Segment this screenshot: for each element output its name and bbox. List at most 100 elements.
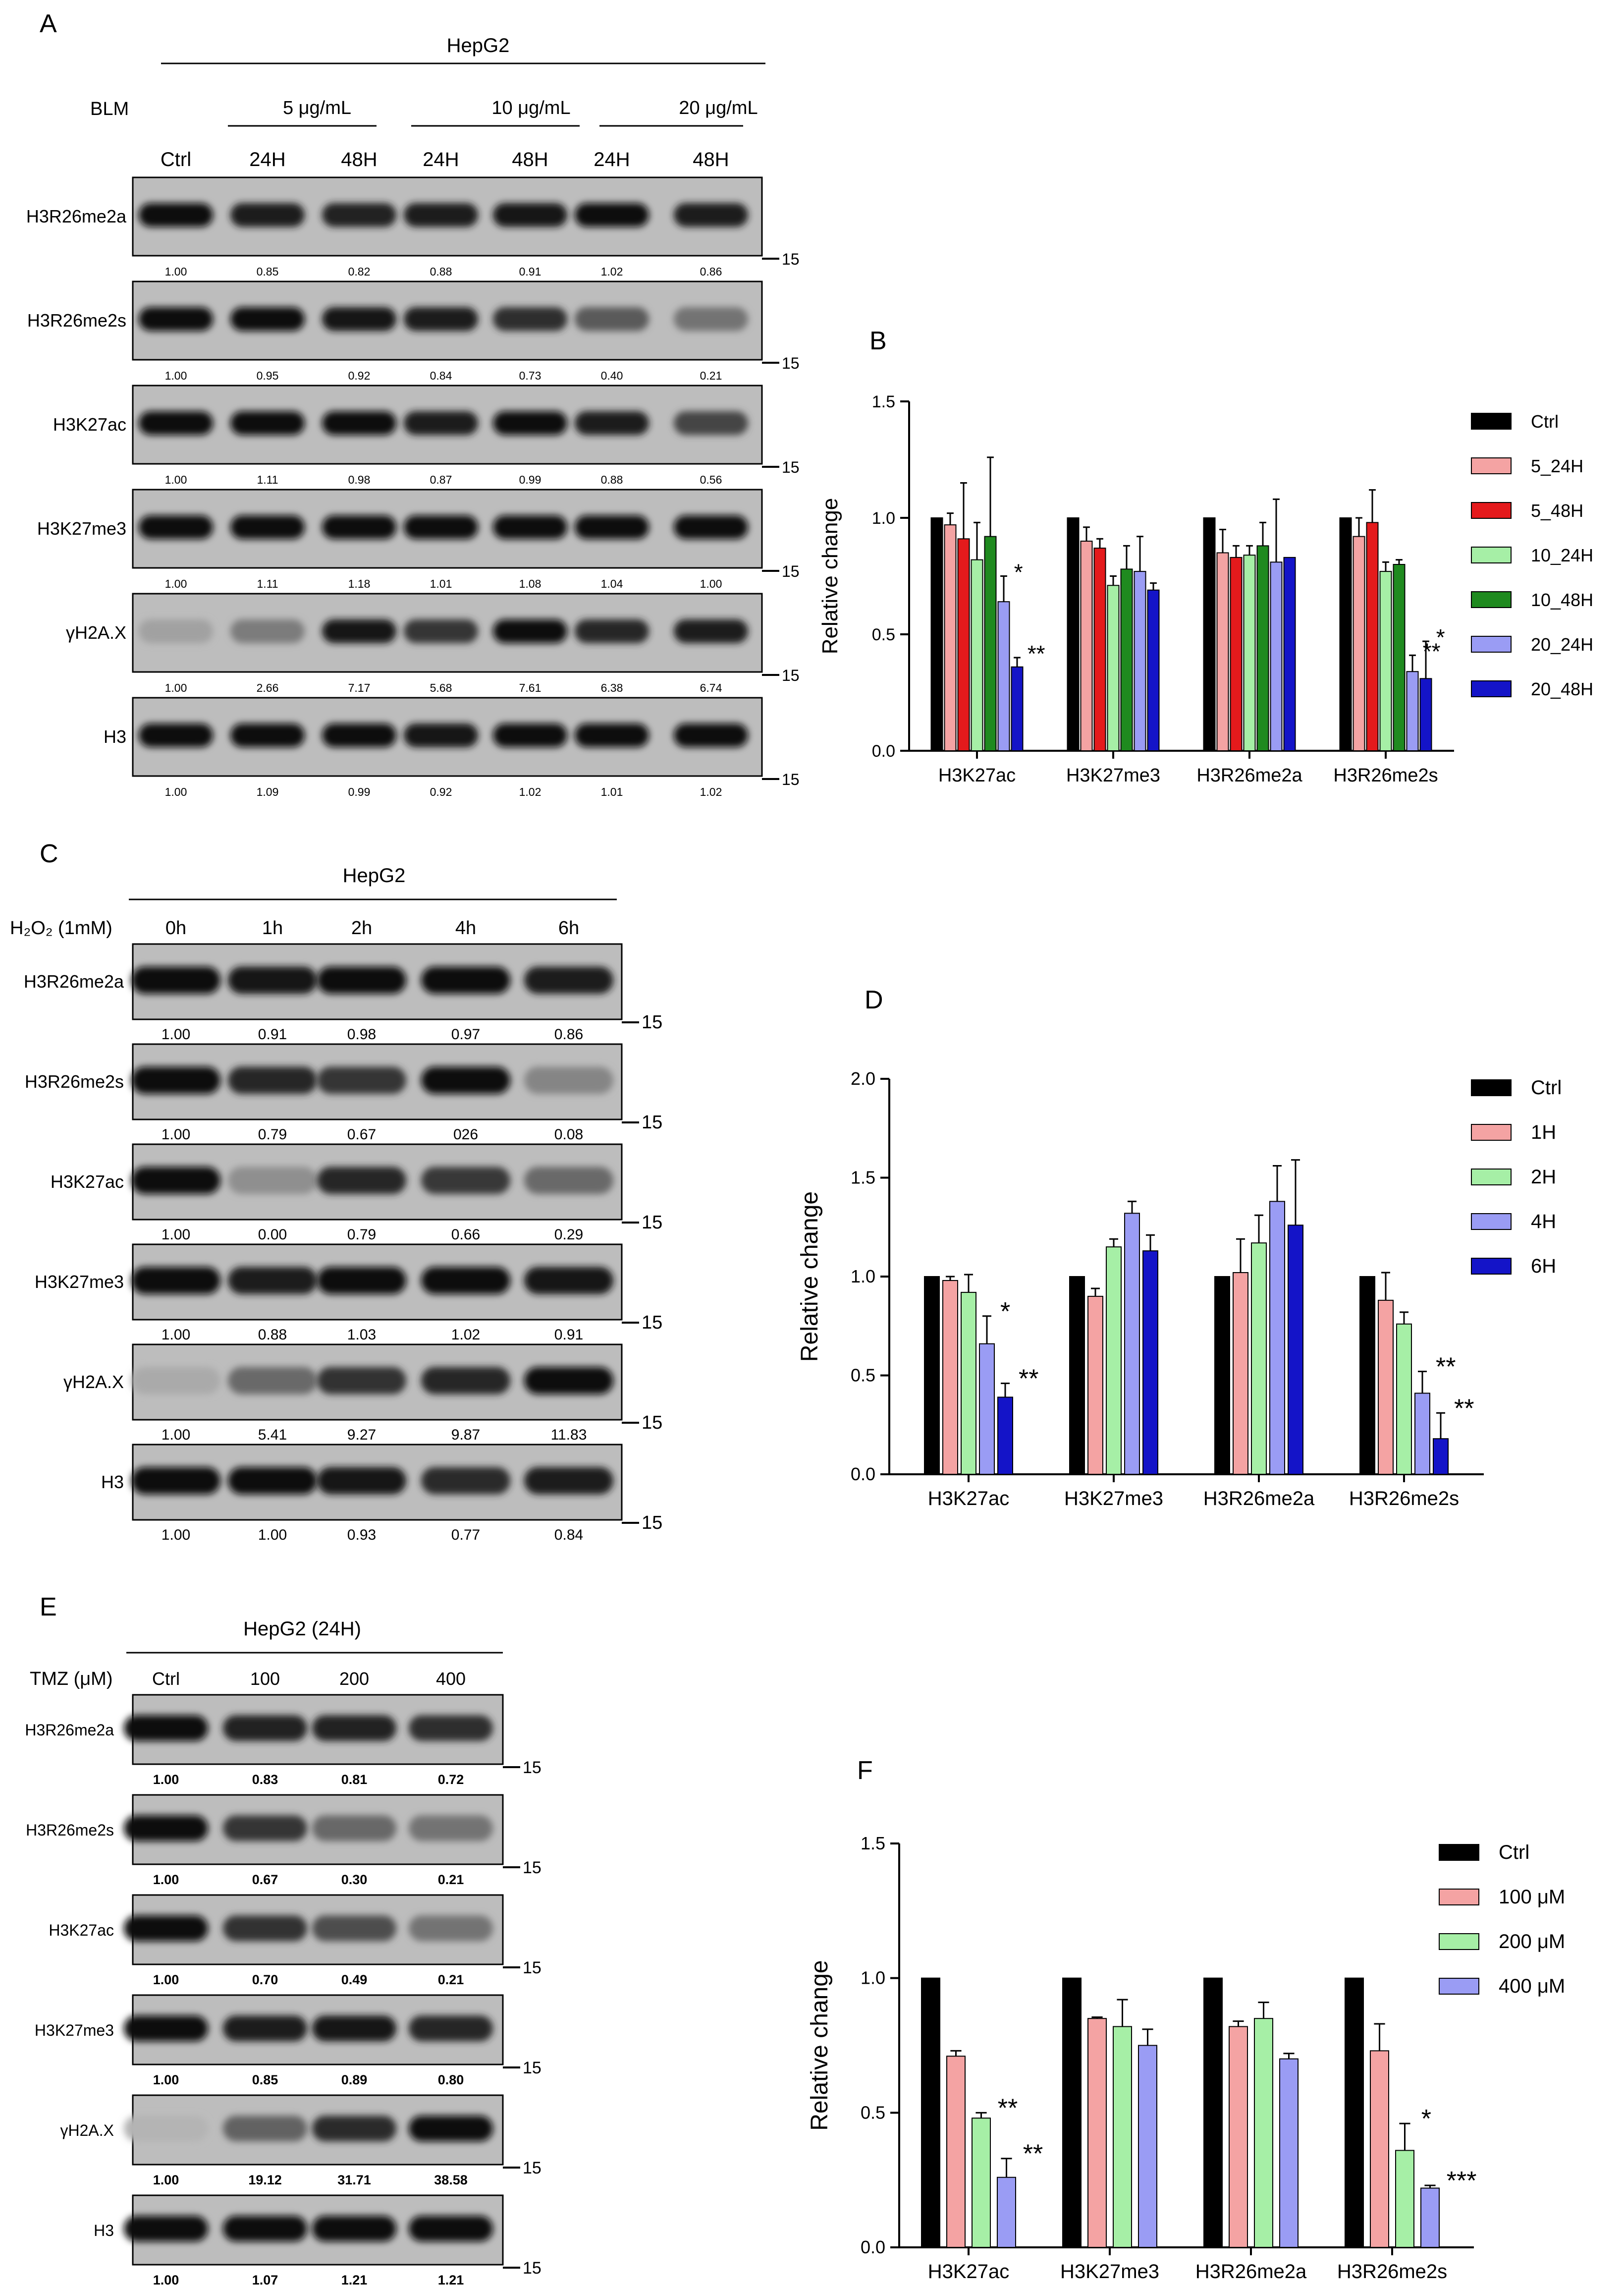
- band-quantification: 0.67: [252, 1872, 278, 1887]
- legend-swatch: [1471, 457, 1512, 474]
- bar-400-μM-H3K27me3: [1138, 2045, 1157, 2248]
- bar-1H-H3K27ac: [942, 1280, 958, 1475]
- mw-marker-label: 15: [523, 2259, 541, 2278]
- legend-label: 400 μM: [1499, 1975, 1565, 1997]
- significance-marker: **: [1436, 1353, 1456, 1382]
- band-quantification: 0.08: [554, 1126, 583, 1143]
- x-tick-label: H3K27me3: [1064, 1488, 1163, 1509]
- band-quantification: 1.02: [451, 1327, 480, 1343]
- blot-bands: [124, 2015, 493, 2042]
- lane-label: 400: [436, 1669, 466, 1689]
- band-quantification: 0.99: [519, 473, 541, 486]
- significance-marker: **: [1019, 1364, 1038, 1393]
- blot-band: [223, 1715, 307, 1741]
- y-tick-label: 1.5: [851, 1168, 875, 1188]
- legend-label: 1H: [1531, 1121, 1556, 1143]
- dose-group-label: 20 μg/mL: [679, 98, 758, 118]
- blot-band: [131, 966, 220, 994]
- band-quantification: 1.21: [341, 2273, 368, 2286]
- blot-name: H3K27ac: [51, 1171, 124, 1192]
- band-quantification: 1.00: [162, 1427, 190, 1443]
- blot-band: [230, 619, 305, 643]
- legend-label: Ctrl: [1531, 1077, 1562, 1099]
- blot-band: [322, 203, 396, 227]
- legend-label: 6H: [1531, 1255, 1556, 1277]
- blot-bands: [139, 515, 748, 539]
- blot-band: [124, 1815, 208, 1841]
- band-quantification: 0.21: [438, 1872, 464, 1887]
- y-tick-label: 2.0: [851, 1068, 875, 1089]
- panel-label: D: [865, 986, 883, 1014]
- band-quantification: 1.00: [153, 2173, 179, 2187]
- bar-Ctrl-H3K27me3: [1062, 1977, 1082, 2248]
- bar-5_24H-H3R26me2s: [1353, 536, 1365, 751]
- blot-band: [524, 1167, 613, 1194]
- y-tick-label: 0.5: [861, 2102, 885, 2122]
- blot-row: H3 1.00 1.00 0.93 0.77 0.84 15: [101, 1444, 662, 1543]
- blot-band: [230, 411, 305, 435]
- lane-label: 48H: [512, 149, 548, 170]
- band-quantification: 0.92: [348, 369, 371, 382]
- chart-f: F 0.0 0.5 1.0 1.5 Relative change H3K27ac H3K27…: [807, 1756, 1565, 2283]
- mw-marker-label: 15: [782, 354, 800, 372]
- significance-marker: ***: [1447, 2167, 1477, 2195]
- blot-band: [312, 1815, 396, 1841]
- blot-band: [131, 1367, 220, 1394]
- y-tick-label: 1.0: [851, 1266, 875, 1286]
- band-quantification: 1.01: [430, 577, 452, 590]
- bar-5_48H-H3K27me3: [1093, 548, 1106, 751]
- mw-marker-label: 15: [642, 1012, 662, 1033]
- mw-marker-label: 15: [782, 458, 800, 476]
- band-quantification: 1.00: [165, 681, 187, 694]
- legend-swatch: [1471, 591, 1512, 608]
- legend-label: 4H: [1531, 1211, 1556, 1232]
- bar-20_48H-H3K27me3: [1147, 589, 1160, 751]
- blot-band: [322, 411, 396, 435]
- bar-5_24H-H3K27me3: [1080, 541, 1093, 751]
- bar-100-μM-H3K27ac: [946, 2056, 966, 2248]
- mw-marker-label: 15: [642, 1512, 662, 1533]
- blot-band: [131, 1066, 220, 1094]
- blot-band: [139, 307, 213, 331]
- treatment-label: H₂O₂ (1mM): [10, 918, 112, 939]
- blot-band: [230, 515, 305, 539]
- cell-line-label: HepG2 (24H): [243, 1618, 361, 1640]
- legend-swatch: [1439, 1844, 1479, 1861]
- band-quantification: 1.04: [601, 577, 623, 590]
- blot-band: [421, 1267, 510, 1294]
- blot-name: H3R26me2s: [26, 1821, 114, 1839]
- blot-name: H3: [94, 2222, 114, 2239]
- band-quantification: 0.30: [341, 1872, 368, 1887]
- cell-line-label: HepG2: [343, 865, 406, 887]
- blot-band: [524, 966, 613, 994]
- band-quantification: 0.86: [554, 1026, 583, 1043]
- bar-10_48H-H3R26me2s: [1393, 564, 1406, 751]
- panel-label: F: [857, 1756, 873, 1785]
- blot-bands: [139, 723, 748, 747]
- bar-5_24H-H3R26me2a: [1216, 552, 1229, 751]
- band-quantification: 1.00: [162, 1126, 190, 1143]
- bar-20_48H-H3R26me2a: [1283, 557, 1296, 752]
- bar-20_24H-H3K27me3: [1134, 571, 1146, 751]
- bar-Ctrl-H3R26me2a: [1214, 1276, 1230, 1475]
- bar-Ctrl-H3R26me2s: [1339, 517, 1352, 751]
- legend-label: 5_24H: [1531, 456, 1583, 476]
- bar-100-μM-H3R26me2s: [1370, 2050, 1389, 2248]
- x-tick-label: H3R26me2a: [1195, 2261, 1307, 2283]
- band-quantification: 0.95: [257, 369, 279, 382]
- blot-band: [312, 1715, 396, 1741]
- legend-label: 20_48H: [1531, 679, 1593, 699]
- lane-label: 24H: [249, 149, 285, 170]
- legend-label: 5_48H: [1531, 501, 1583, 521]
- mw-marker-label: 15: [642, 1112, 662, 1133]
- legend-swatch: [1471, 413, 1512, 430]
- blot-band: [131, 1267, 220, 1294]
- bar-chart-panels: B 0.0 0.5 1.0 1.5 Relative change H3K27ac H3K27…: [797, 327, 1593, 2283]
- band-quantification: 1.00: [700, 577, 722, 590]
- blot-band: [139, 203, 213, 227]
- blot-band: [421, 1367, 510, 1394]
- band-quantification: 0.83: [252, 1772, 278, 1787]
- blot-bands: [131, 1467, 613, 1495]
- y-tick-label: 0.0: [872, 742, 895, 761]
- bar-200-μM-H3R26me2a: [1254, 2018, 1273, 2248]
